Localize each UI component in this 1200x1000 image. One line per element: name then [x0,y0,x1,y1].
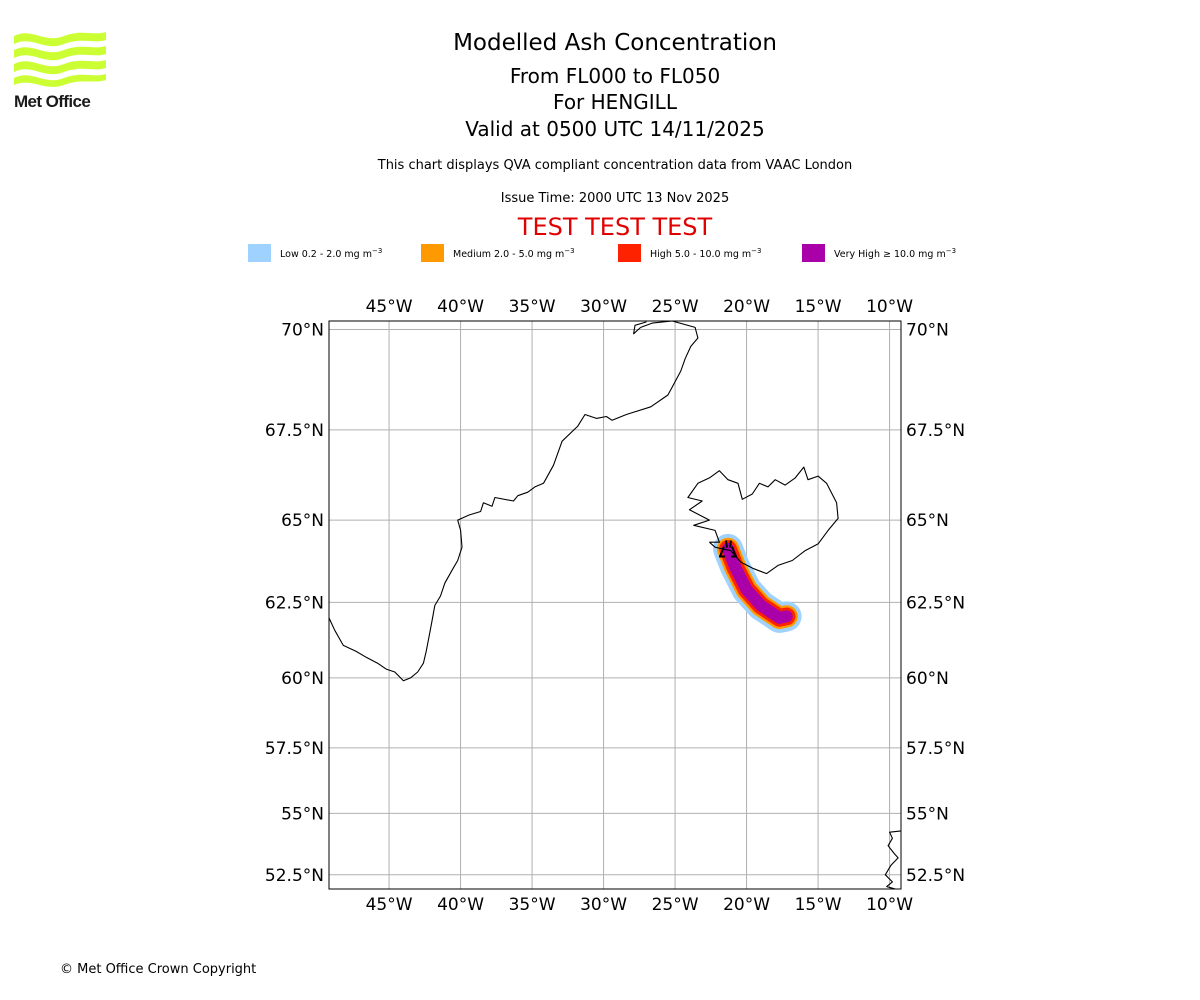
flight-level-range: From FL000 to FL050 [509,64,721,88]
copyright: © Met Office Crown Copyright [60,962,257,977]
lat-tick-label-left: 65°N [281,511,324,531]
lat-tick-label-left: 57.5°N [265,739,324,759]
lon-tick-label-bottom: 30°W [580,895,627,915]
legend-swatch-very-high [802,244,825,262]
lat-tick-label-left: 70°N [281,321,324,341]
valid-time: Valid at 0500 UTC 14/11/2025 [465,117,765,141]
lat-tick-label-right: 70°N [906,321,949,341]
lon-tick-label-top: 40°W [437,297,484,317]
chart-title: Modelled Ash Concentration [453,30,777,56]
lon-tick-label-top: 35°W [509,297,556,317]
issue-time: Issue Time: 2000 UTC 13 Nov 2025 [500,191,730,206]
legend-swatch-high [618,244,641,262]
lon-tick-label-bottom: 40°W [437,895,484,915]
lon-tick-label-bottom: 10°W [866,895,913,915]
coastlines [329,321,901,889]
legend-label-medium: Medium 2.0 - 5.0 mg m−3 [453,247,575,261]
volcano-marker [718,540,737,558]
axis-tick-labels: 45°W 45°W 40°W 40°W 35°W 35°W 30°W 30°W 25°W 25°W… [265,297,965,915]
lon-tick-label-top: 25°W [652,297,699,317]
gridlines [329,321,901,889]
lat-tick-label-left: 52.5°N [265,866,324,886]
legend-swatch-medium [421,244,444,262]
volcano-name: For HENGILL [553,90,677,114]
legend-label-high: High 5.0 - 10.0 mg m−3 [650,247,762,261]
lon-tick-label-top: 30°W [580,297,627,317]
lat-tick-label-right: 67.5°N [906,421,965,441]
test-banner: TEST TEST TEST [517,213,713,241]
chart-description: This chart displays QVA compliant concen… [377,158,853,173]
lat-tick-label-right: 52.5°N [906,866,965,886]
legend-swatch-low [248,244,271,262]
lat-tick-label-right: 57.5°N [906,739,965,759]
lat-tick-label-right: 62.5°N [906,593,965,613]
lon-tick-label-top: 10°W [866,297,913,317]
lon-tick-label-top: 15°W [795,297,842,317]
coastline-ireland-west-coast [884,830,901,889]
lon-tick-label-top: 20°W [723,297,770,317]
map-frame [328,320,902,890]
ash-plume [713,533,802,633]
met-office-logo: Met Office [14,30,108,112]
lon-tick-label-bottom: 45°W [366,895,413,915]
lon-tick-label-bottom: 25°W [652,895,699,915]
coastline-iceland [687,466,839,575]
lon-tick-label-top: 45°W [366,297,413,317]
coastline-greenland-east-coast [329,321,699,682]
lon-tick-label-bottom: 15°W [795,895,842,915]
lon-tick-label-bottom: 20°W [723,895,770,915]
volcano-icon [718,540,737,558]
coastline-greenland-north-inlet [633,321,647,335]
plume-very-high [722,542,793,624]
lat-tick-label-right: 65°N [906,511,949,531]
waves-icon [14,32,106,87]
logo-text: Met Office [14,92,91,111]
legend-label-low: Low 0.2 - 2.0 mg m−3 [280,247,383,261]
lat-tick-label-left: 60°N [281,669,324,689]
lat-tick-label-left: 62.5°N [265,593,324,613]
lat-tick-label-right: 60°N [906,669,949,689]
lat-tick-label-left: 55°N [281,804,324,824]
lat-tick-label-left: 67.5°N [265,421,324,441]
legend-label-very-high: Very High ≥ 10.0 mg m−3 [834,247,957,261]
lat-tick-label-right: 55°N [906,804,949,824]
lon-tick-label-bottom: 35°W [509,895,556,915]
